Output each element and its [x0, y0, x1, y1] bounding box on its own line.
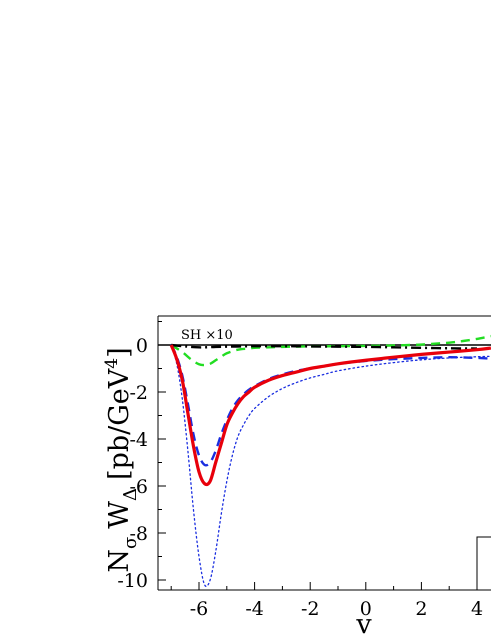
series-line-dashed-3 [170, 334, 491, 367]
y-tick-label: -2 [129, 382, 148, 404]
inset-frame-fragment [476, 536, 491, 590]
x-tick-label: -4 [245, 598, 264, 620]
plot-frame [157, 315, 491, 591]
y-tick-label: 0 [136, 335, 148, 357]
axis-tick-labels: -6 -4 -2 0 2 4 0 -2 -4 -6 -8 -10 [117, 335, 483, 620]
x-axis-title: v [355, 609, 372, 635]
x-tick-label: -2 [301, 598, 320, 620]
x-tick-label: 4 [471, 598, 483, 620]
y-tick-label: -4 [129, 429, 148, 451]
y-axis-title: NσWΔ[pb/GeV4] [102, 347, 141, 572]
y-tick-label: -10 [117, 570, 148, 592]
x-tick-label: 0 [360, 598, 372, 620]
y-tick-label: -8 [129, 523, 148, 545]
y-tick-label: -6 [129, 476, 148, 498]
sh-annotation: SH ×10 [181, 328, 233, 343]
series-line-dashdot-4 [171, 343, 478, 350]
x-tick-label: -6 [190, 598, 209, 620]
series-line-dotted-2 [170, 344, 491, 588]
series-group [169, 334, 491, 588]
axis-ticks [158, 321, 491, 590]
series-line-solid-0 [169, 344, 491, 487]
x-tick-label: 2 [415, 598, 427, 620]
